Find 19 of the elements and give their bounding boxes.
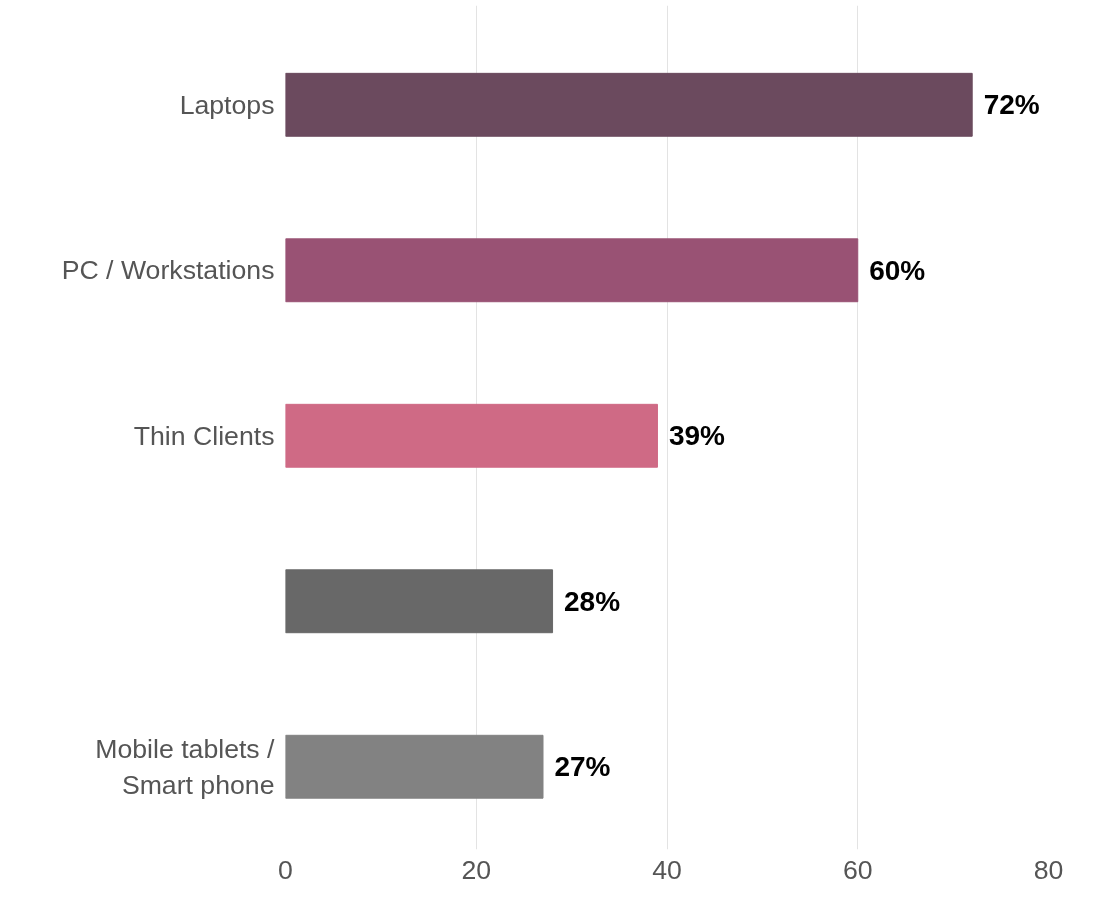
y-tick-label: Thin Clients [133,420,275,451]
y-tick-label: PC / Workstations [61,255,275,286]
y-tick-label: Mobile tablets / Smart phone [95,733,276,800]
bar [285,734,544,799]
x-tick-label: 0 [278,854,293,885]
bar [285,72,973,137]
x-tick-label: 20 [461,854,492,885]
x-tick-label: 40 [652,854,682,885]
data-label: 28% [563,585,621,617]
data-label: 60% [869,254,926,286]
data-label: 27% [554,751,611,783]
data-label: 39% [668,420,726,452]
bar [285,238,859,303]
data-label: 72% [983,89,1040,121]
x-tick-label: 80 [1033,854,1064,885]
bar [285,403,658,468]
x-tick-label: 60 [842,854,873,885]
bar [285,569,554,634]
y-tick-label: Laptops [179,89,275,120]
